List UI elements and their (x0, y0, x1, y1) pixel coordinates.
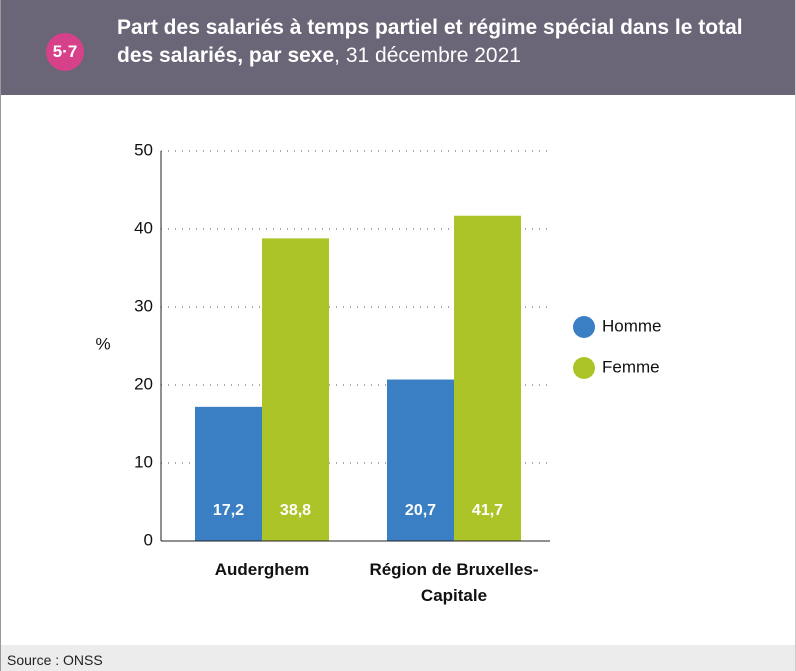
x-tick-label: Auderghem (214, 560, 310, 579)
y-tick-label: 0 (144, 530, 153, 549)
y-tick-label: 50 (134, 140, 153, 159)
bar (262, 238, 329, 542)
badge: 5·7 (46, 33, 84, 71)
legend-swatch (573, 316, 595, 338)
title: Part des salariés à temps partiel et rég… (117, 14, 777, 70)
chart-title: Part des salariés à temps partiel et rég… (117, 16, 743, 67)
header: 5·7 Part des salariés à temps partiel et… (1, 0, 795, 95)
x-tick-label: Région de Bruxelles-Capitale (369, 560, 539, 605)
value-label: 20,7 (405, 502, 436, 519)
y-tick-label: 20 (134, 374, 153, 393)
bar (387, 379, 454, 541)
chart-subtitle: , 31 décembre 2021 (334, 44, 521, 67)
source: Source : ONSS (1, 645, 795, 671)
legend-label: Homme (602, 316, 662, 335)
y-tick-label: 10 (134, 452, 153, 471)
y-axis-label: % (95, 334, 110, 353)
legend-label: Femme (602, 357, 660, 376)
y-tick-label: 30 (134, 296, 153, 315)
value-label: 17,2 (213, 502, 244, 519)
value-label: 38,8 (280, 502, 311, 519)
bar (454, 215, 521, 541)
bar (195, 406, 262, 541)
value-label: 41,7 (472, 502, 503, 519)
legend-swatch (573, 357, 595, 379)
chart: % 0 10 20 30 40 50 17,2 38,8 20,7 41,7 Homme Femme (95, 140, 662, 549)
y-tick-label: 40 (134, 218, 153, 237)
